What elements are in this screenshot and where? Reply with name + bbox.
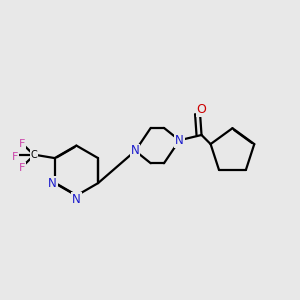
Text: F: F bbox=[19, 163, 26, 172]
Text: O: O bbox=[196, 103, 206, 116]
Text: C: C bbox=[31, 150, 38, 160]
Text: N: N bbox=[131, 144, 140, 158]
Text: F: F bbox=[12, 152, 18, 162]
Text: N: N bbox=[72, 193, 81, 206]
Text: N: N bbox=[48, 177, 57, 190]
Text: F: F bbox=[19, 139, 26, 149]
Text: N: N bbox=[175, 134, 184, 147]
